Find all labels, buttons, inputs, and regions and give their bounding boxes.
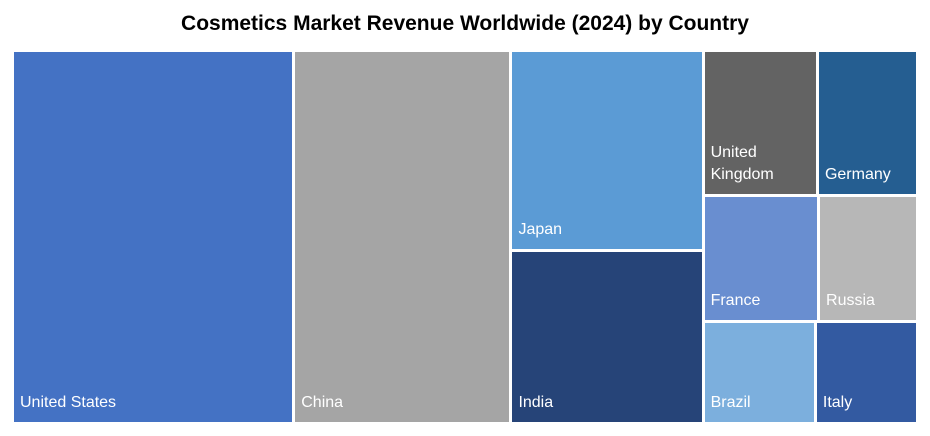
chart-title: Cosmetics Market Revenue Worldwide (2024… bbox=[181, 12, 749, 35]
tile: Russia bbox=[820, 197, 916, 321]
tile: Brazil bbox=[704, 323, 814, 422]
tile: India bbox=[512, 252, 702, 422]
tile-label: Japan bbox=[518, 221, 563, 238]
tile-label: United Kingdom bbox=[710, 144, 774, 184]
tile-label: United States bbox=[20, 394, 117, 411]
tile-label: Brazil bbox=[710, 393, 751, 411]
tile: France bbox=[704, 197, 818, 321]
tile: United States bbox=[14, 52, 293, 422]
tile-label: Italy bbox=[822, 393, 853, 411]
tile: China bbox=[295, 52, 510, 422]
tile: Germany bbox=[818, 52, 916, 195]
tile-label: India bbox=[518, 393, 554, 411]
tile-label: Russia bbox=[826, 292, 875, 310]
tile: United Kingdom bbox=[704, 52, 816, 195]
tile: Italy bbox=[816, 323, 916, 422]
tile-label: China bbox=[301, 394, 344, 411]
tile: Japan bbox=[512, 52, 702, 249]
tile-label: France bbox=[710, 292, 761, 310]
tile-label: Germany bbox=[824, 166, 891, 184]
